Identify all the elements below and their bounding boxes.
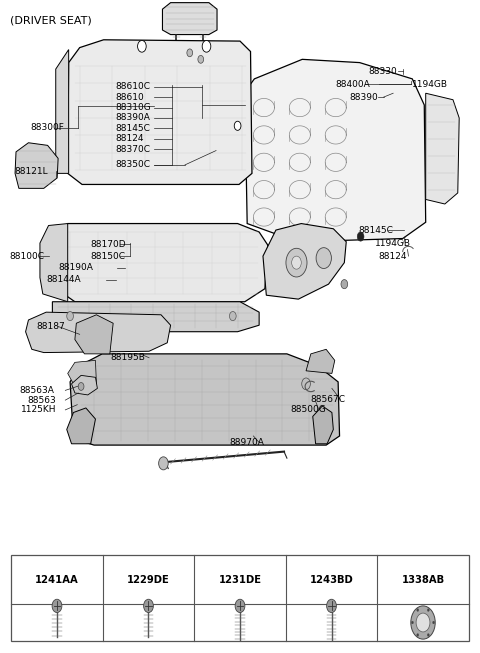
Polygon shape <box>68 40 252 184</box>
Polygon shape <box>52 302 259 332</box>
Circle shape <box>411 621 413 624</box>
Text: 88400A: 88400A <box>336 80 371 89</box>
Circle shape <box>198 56 204 63</box>
Text: 1243BD: 1243BD <box>310 575 353 584</box>
Circle shape <box>187 49 192 57</box>
Text: 88145C: 88145C <box>116 124 150 133</box>
Circle shape <box>417 609 419 611</box>
Circle shape <box>235 599 245 613</box>
Text: 1194GB: 1194GB <box>375 238 411 247</box>
Text: 88563A: 88563A <box>20 386 55 395</box>
Circle shape <box>138 40 146 52</box>
Polygon shape <box>67 408 96 444</box>
Circle shape <box>432 621 434 624</box>
Text: 88610: 88610 <box>116 93 144 102</box>
Text: 88330: 88330 <box>368 67 397 76</box>
Text: 1125KH: 1125KH <box>21 406 56 415</box>
Text: 88124: 88124 <box>116 135 144 144</box>
Circle shape <box>427 609 429 611</box>
Circle shape <box>326 599 336 613</box>
Circle shape <box>302 378 311 390</box>
Circle shape <box>67 311 73 321</box>
Text: 88150C: 88150C <box>91 251 126 261</box>
Text: 88567C: 88567C <box>311 395 346 404</box>
Text: 88100C: 88100C <box>9 251 44 261</box>
Text: 1338AB: 1338AB <box>401 575 444 584</box>
Text: 88500G: 88500G <box>290 406 326 415</box>
Polygon shape <box>306 349 335 374</box>
Text: 1194GB: 1194GB <box>412 80 448 89</box>
Circle shape <box>411 606 435 639</box>
Text: (DRIVER SEAT): (DRIVER SEAT) <box>10 15 92 25</box>
Polygon shape <box>72 375 97 395</box>
Text: 88970A: 88970A <box>229 438 264 447</box>
Text: 88121L: 88121L <box>14 167 48 176</box>
Bar <box>11 554 469 641</box>
Polygon shape <box>70 354 339 445</box>
Text: 88170D: 88170D <box>91 240 126 249</box>
Circle shape <box>416 613 430 632</box>
Polygon shape <box>313 406 333 444</box>
Polygon shape <box>40 223 68 302</box>
Circle shape <box>52 599 62 613</box>
Circle shape <box>292 256 301 269</box>
Circle shape <box>229 311 236 321</box>
Text: 88563: 88563 <box>27 396 56 405</box>
Circle shape <box>234 121 241 131</box>
Circle shape <box>357 232 364 241</box>
Polygon shape <box>263 223 346 299</box>
Circle shape <box>202 40 211 52</box>
Text: 88390A: 88390A <box>116 114 150 123</box>
Text: 88144A: 88144A <box>46 275 81 284</box>
Text: 88390: 88390 <box>349 93 378 102</box>
Circle shape <box>78 383 84 390</box>
Polygon shape <box>15 143 58 188</box>
Polygon shape <box>75 315 113 354</box>
Text: 88310G: 88310G <box>116 103 151 112</box>
Circle shape <box>427 633 429 637</box>
Text: 88187: 88187 <box>36 322 65 331</box>
Polygon shape <box>426 93 459 204</box>
Polygon shape <box>245 59 426 242</box>
Polygon shape <box>52 223 268 302</box>
Circle shape <box>286 248 307 277</box>
Circle shape <box>341 279 348 289</box>
Circle shape <box>316 247 331 268</box>
Text: 88195B: 88195B <box>111 353 145 362</box>
Text: 88145C: 88145C <box>359 225 394 234</box>
Circle shape <box>144 599 154 613</box>
Text: 1229DE: 1229DE <box>127 575 170 584</box>
Circle shape <box>417 633 419 637</box>
Circle shape <box>158 457 168 470</box>
Polygon shape <box>56 50 69 173</box>
Text: 88190A: 88190A <box>58 263 93 272</box>
Polygon shape <box>25 312 170 353</box>
Text: 88350C: 88350C <box>116 161 151 169</box>
Text: 1231DE: 1231DE <box>218 575 262 584</box>
Polygon shape <box>68 360 96 384</box>
Text: 88124: 88124 <box>379 251 408 261</box>
Text: 88610C: 88610C <box>116 82 151 91</box>
Text: 88370C: 88370C <box>116 145 151 153</box>
Text: 88300F: 88300F <box>30 123 64 133</box>
Text: 1241AA: 1241AA <box>35 575 79 584</box>
Polygon shape <box>162 3 217 35</box>
